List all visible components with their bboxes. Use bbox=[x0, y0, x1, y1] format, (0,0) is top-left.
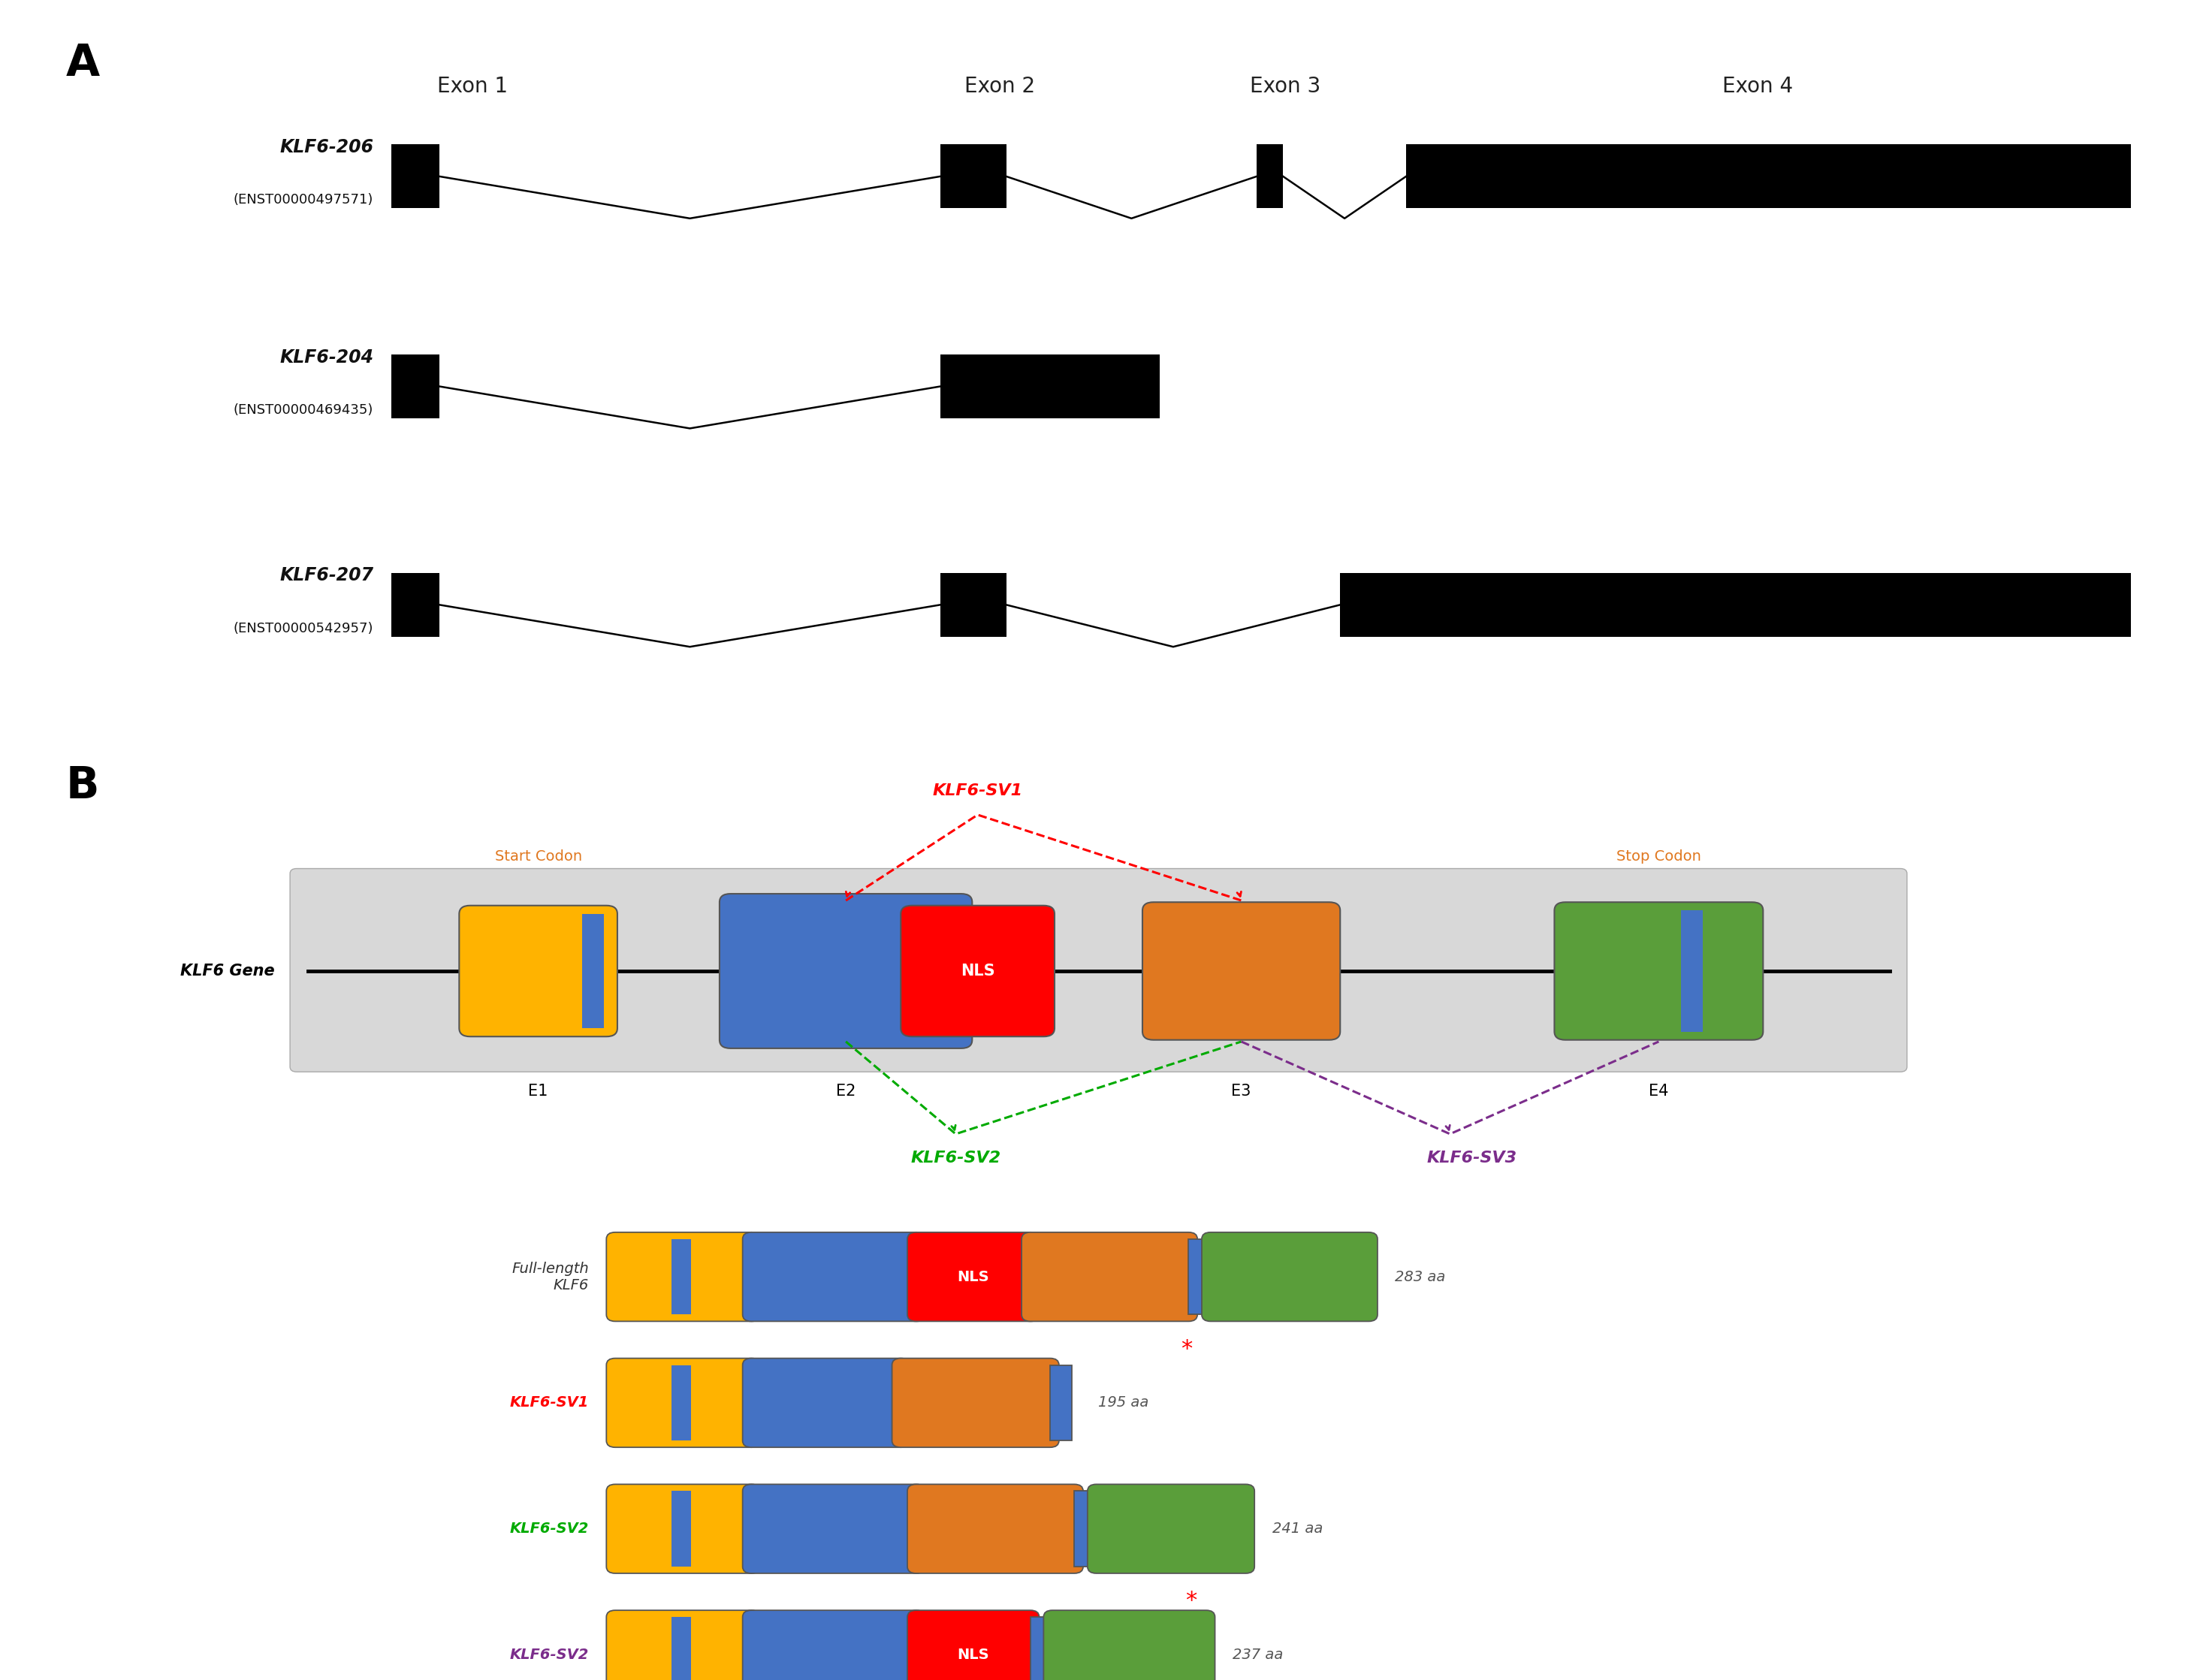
Bar bbox=[1074, 1492, 1096, 1566]
Bar bbox=[582, 914, 604, 1028]
FancyBboxPatch shape bbox=[1022, 1233, 1197, 1320]
Text: Start Codon: Start Codon bbox=[494, 850, 582, 864]
Text: NLS: NLS bbox=[958, 1270, 989, 1284]
FancyBboxPatch shape bbox=[1088, 1485, 1254, 1572]
Text: NLS: NLS bbox=[960, 964, 995, 978]
FancyBboxPatch shape bbox=[907, 1485, 1083, 1572]
Text: A: A bbox=[66, 42, 99, 84]
Text: E2: E2 bbox=[835, 1084, 857, 1099]
FancyBboxPatch shape bbox=[1044, 1609, 1215, 1680]
Text: KLF6-206: KLF6-206 bbox=[279, 138, 373, 156]
Text: Exon 3: Exon 3 bbox=[1250, 76, 1320, 97]
Text: KLF6 Gene: KLF6 Gene bbox=[180, 964, 275, 978]
Text: Exon 4: Exon 4 bbox=[1722, 76, 1793, 97]
Bar bbox=[1050, 1364, 1072, 1440]
Text: Exon 2: Exon 2 bbox=[964, 76, 1035, 97]
Text: *: * bbox=[1184, 1591, 1197, 1613]
FancyBboxPatch shape bbox=[743, 1357, 910, 1446]
Text: 237 aa: 237 aa bbox=[1233, 1648, 1283, 1662]
Text: KLF6-SV2: KLF6-SV2 bbox=[910, 1151, 1002, 1166]
Bar bbox=[1406, 144, 2131, 208]
Bar bbox=[1189, 1238, 1211, 1314]
FancyBboxPatch shape bbox=[606, 1485, 760, 1572]
Text: *: * bbox=[1180, 1339, 1193, 1361]
Text: KLF6-SV1: KLF6-SV1 bbox=[510, 1396, 589, 1410]
Text: Exon 1: Exon 1 bbox=[437, 76, 508, 97]
Text: NLS: NLS bbox=[958, 1648, 989, 1662]
FancyBboxPatch shape bbox=[1142, 902, 1340, 1040]
Bar bbox=[672, 1364, 690, 1440]
FancyBboxPatch shape bbox=[901, 906, 1055, 1037]
FancyBboxPatch shape bbox=[290, 869, 1907, 1072]
Text: 195 aa: 195 aa bbox=[1098, 1396, 1149, 1410]
Bar bbox=[391, 573, 439, 637]
Text: (ENST00000469435): (ENST00000469435) bbox=[233, 403, 373, 417]
FancyBboxPatch shape bbox=[606, 1609, 760, 1680]
Bar bbox=[672, 1492, 690, 1566]
Text: KLF6-SV3: KLF6-SV3 bbox=[1426, 1151, 1518, 1166]
Text: KLF6-SV1: KLF6-SV1 bbox=[932, 783, 1024, 798]
Text: Stop Codon: Stop Codon bbox=[1617, 850, 1700, 864]
Text: KLF6-207: KLF6-207 bbox=[279, 566, 373, 585]
FancyBboxPatch shape bbox=[1202, 1233, 1378, 1320]
Text: E1: E1 bbox=[527, 1084, 549, 1099]
FancyBboxPatch shape bbox=[743, 1609, 925, 1680]
Text: E3: E3 bbox=[1230, 1084, 1252, 1099]
Bar bbox=[391, 144, 439, 208]
FancyBboxPatch shape bbox=[459, 906, 617, 1037]
FancyBboxPatch shape bbox=[1555, 902, 1762, 1040]
Bar bbox=[940, 573, 1006, 637]
Text: B: B bbox=[66, 764, 99, 806]
FancyBboxPatch shape bbox=[907, 1609, 1039, 1680]
Text: KLF6-SV2: KLF6-SV2 bbox=[510, 1522, 589, 1536]
Text: Full-length
KLF6: Full-length KLF6 bbox=[512, 1262, 589, 1292]
Bar bbox=[1681, 911, 1703, 1032]
Bar bbox=[940, 354, 1160, 418]
FancyBboxPatch shape bbox=[743, 1485, 925, 1572]
Bar bbox=[1340, 573, 2131, 637]
Text: (ENST00000542957): (ENST00000542957) bbox=[233, 622, 373, 635]
Text: (ENST00000497571): (ENST00000497571) bbox=[233, 193, 373, 207]
Bar bbox=[672, 1238, 690, 1314]
Bar bbox=[940, 144, 1006, 208]
Bar bbox=[1030, 1616, 1052, 1680]
Text: 283 aa: 283 aa bbox=[1395, 1270, 1446, 1284]
FancyBboxPatch shape bbox=[606, 1233, 760, 1320]
Text: KLF6-204: KLF6-204 bbox=[279, 348, 373, 366]
FancyBboxPatch shape bbox=[892, 1357, 1059, 1446]
Text: 241 aa: 241 aa bbox=[1272, 1522, 1323, 1536]
Text: KLF6-SV2: KLF6-SV2 bbox=[510, 1648, 589, 1662]
Bar bbox=[1257, 144, 1283, 208]
FancyBboxPatch shape bbox=[907, 1233, 1039, 1320]
FancyBboxPatch shape bbox=[721, 894, 971, 1048]
FancyBboxPatch shape bbox=[743, 1233, 925, 1320]
Text: E4: E4 bbox=[1648, 1084, 1670, 1099]
FancyBboxPatch shape bbox=[606, 1357, 760, 1446]
Bar bbox=[672, 1616, 690, 1680]
Bar bbox=[391, 354, 439, 418]
